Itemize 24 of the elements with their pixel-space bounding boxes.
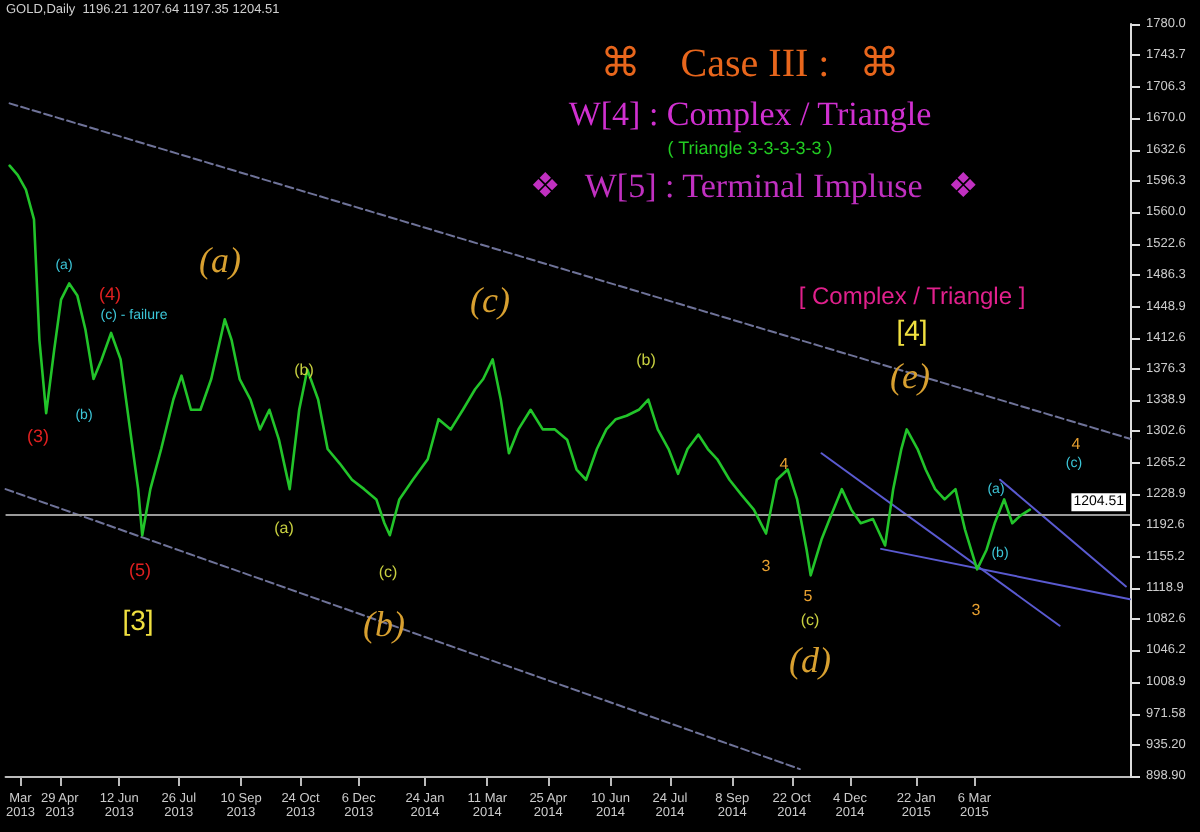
annotation: [4] [896, 314, 928, 346]
chart-title: ⌘ Case III : ⌘ [600, 42, 900, 86]
annotation: [3] [122, 604, 154, 636]
annotation: (c) [800, 611, 820, 629]
annotation: 3 [971, 601, 982, 619]
annotation: ❖ W[5] : Terminal Impluse ❖ [529, 167, 979, 205]
annotation: (b) [636, 351, 657, 369]
annotation: (3) [27, 426, 49, 446]
annotation: ( Triangle 3-3-3-3-3 ) [667, 138, 833, 158]
annotation: (d) [789, 640, 831, 680]
annotation: (a) [274, 519, 295, 537]
annotation: (c) [470, 280, 510, 320]
annotation: 5 [803, 587, 814, 605]
annotation: (a) [199, 240, 241, 280]
annotation: (b) [294, 361, 315, 379]
annotation: W[4] : Complex / Triangle [568, 95, 932, 133]
annotation: (4) [99, 284, 121, 304]
annotation: 4 [1071, 435, 1082, 453]
annotation: (5) [129, 560, 151, 580]
line-series [8, 164, 1032, 577]
annotation: 4 [779, 455, 790, 473]
annotation: 3 [761, 557, 772, 575]
annotation: [ Complex / Triangle ] [798, 282, 1026, 310]
annotation: (c) [378, 563, 398, 581]
